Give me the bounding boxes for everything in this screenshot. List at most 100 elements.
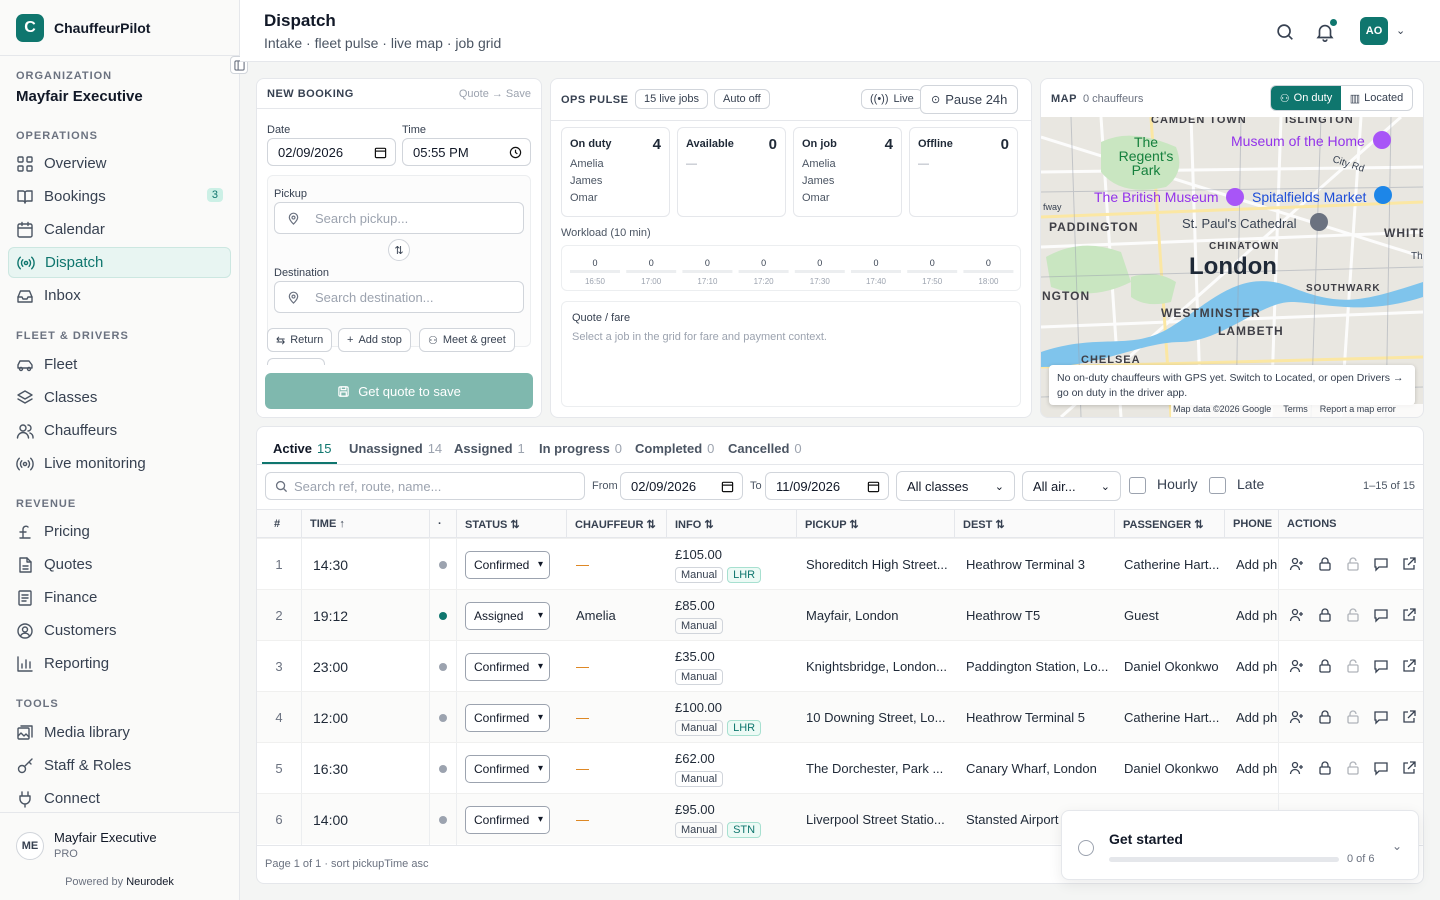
- column-header[interactable]: INFO ⇅: [667, 510, 797, 538]
- chauffeur-cell[interactable]: —: [576, 761, 589, 776]
- add-phone-link[interactable]: Add ph: [1225, 743, 1279, 794]
- message-icon[interactable]: [1373, 709, 1389, 725]
- sidebar-item-finance[interactable]: Finance: [8, 582, 231, 613]
- external-link-icon[interactable]: [1401, 607, 1417, 623]
- sidebar-item-inbox[interactable]: Inbox: [8, 280, 231, 311]
- external-link-icon[interactable]: [1401, 709, 1417, 725]
- add-phone-link[interactable]: Add ph: [1225, 641, 1279, 692]
- swap-icon[interactable]: ⇅: [388, 239, 410, 261]
- live-jobs-chip[interactable]: 15 live jobs: [635, 89, 709, 109]
- lock-icon[interactable]: [1317, 709, 1333, 725]
- org-name[interactable]: Mayfair Executive: [16, 88, 143, 105]
- tab-unassigned[interactable]: Unassigned 14: [349, 441, 442, 456]
- meet-greet-chip[interactable]: ⚇ Meet & greet: [419, 328, 515, 352]
- flight-chip[interactable]: [267, 358, 325, 366]
- message-icon[interactable]: [1373, 556, 1389, 572]
- assign-driver-icon[interactable]: [1289, 556, 1305, 572]
- sidebar-item-reporting[interactable]: Reporting: [8, 648, 231, 679]
- lock-icon[interactable]: [1317, 658, 1333, 674]
- sidebar-item-pricing[interactable]: Pricing: [8, 516, 231, 547]
- stat-offline[interactable]: Offline 0 —: [909, 127, 1018, 217]
- sidebar-item-classes[interactable]: Classes: [8, 382, 231, 413]
- time-input[interactable]: 05:55 PM: [402, 138, 531, 166]
- column-header[interactable]: CHAUFFEUR ⇅: [567, 510, 667, 538]
- on-duty-tab[interactable]: ⚇ On duty: [1271, 86, 1341, 110]
- pause-button[interactable]: ⊙ Pause 24h: [920, 85, 1019, 114]
- chevron-down-icon[interactable]: ⌄: [1392, 839, 1403, 853]
- assign-driver-icon[interactable]: [1289, 658, 1305, 674]
- external-link-icon[interactable]: [1401, 760, 1417, 776]
- assign-driver-icon[interactable]: [1289, 607, 1305, 623]
- class-filter-select[interactable]: All classes ⌄: [896, 471, 1015, 501]
- airport-filter-select[interactable]: All air... ⌄: [1022, 471, 1121, 501]
- status-select[interactable]: Confirmed ▾: [465, 805, 550, 834]
- destination-input[interactable]: Search destination...: [274, 281, 524, 313]
- search-icon[interactable]: [1274, 21, 1296, 43]
- external-link-icon[interactable]: [1401, 658, 1417, 674]
- tab-completed[interactable]: Completed 0: [635, 441, 714, 456]
- stat-on-duty[interactable]: On duty 4 Amelia James Omar: [561, 127, 670, 217]
- add-phone-link[interactable]: Add ph: [1225, 539, 1279, 590]
- column-header[interactable]: STATUS ⇅: [457, 510, 567, 538]
- stat-available[interactable]: Available 0 —: [677, 127, 786, 217]
- unlock-icon[interactable]: [1345, 658, 1361, 674]
- chauffeur-cell[interactable]: —: [576, 812, 589, 827]
- to-date-input[interactable]: 11/09/2026: [765, 472, 889, 500]
- external-link-icon[interactable]: [1401, 556, 1417, 572]
- chauffeur-cell[interactable]: Amelia: [576, 608, 616, 623]
- grid-search-input[interactable]: Search ref, route, name...: [265, 472, 585, 500]
- account-footer[interactable]: ME Mayfair Executive PRO Powered by Neur…: [0, 812, 239, 900]
- get-started-widget[interactable]: Get started 0 of 6 ⌄: [1061, 810, 1419, 880]
- column-header[interactable]: TIME ↑: [302, 510, 430, 538]
- bell-icon[interactable]: [1314, 21, 1336, 43]
- brand[interactable]: C ChauffeurPilot: [0, 0, 239, 56]
- tab-in-progress[interactable]: In progress 0: [539, 441, 622, 456]
- add-stop-chip[interactable]: + Add stop: [338, 328, 411, 352]
- date-input[interactable]: 02/09/2026: [267, 138, 396, 166]
- lock-icon[interactable]: [1317, 760, 1333, 776]
- sidebar-item-staff-roles[interactable]: Staff & Roles: [8, 750, 231, 781]
- user-avatar[interactable]: AO: [1360, 17, 1388, 45]
- assign-driver-icon[interactable]: [1289, 760, 1305, 776]
- map-view[interactable]: CAMDEN TOWN ISLINGTON The Regent's Park …: [1041, 117, 1423, 417]
- table-row[interactable]: 5 16:30 Confirmed ▾ — £62.00 Manual The Dorches…: [257, 742, 1423, 794]
- lock-icon[interactable]: [1317, 607, 1333, 623]
- status-select[interactable]: Assigned ▾: [465, 601, 550, 630]
- status-select[interactable]: Confirmed ▾: [465, 754, 550, 783]
- add-phone-link[interactable]: Add ph: [1225, 692, 1279, 743]
- table-row[interactable]: 3 23:00 Confirmed ▾ — £35.00 Manual Knightsbrid…: [257, 640, 1423, 692]
- located-tab[interactable]: ▥ Located: [1341, 86, 1412, 110]
- sidebar-item-overview[interactable]: Overview: [8, 148, 231, 179]
- chauffeur-cell[interactable]: —: [576, 710, 589, 725]
- sidebar-item-chauffeurs[interactable]: Chauffeurs: [8, 415, 231, 446]
- status-select[interactable]: Confirmed ▾: [465, 652, 550, 681]
- hourly-checkbox[interactable]: [1129, 477, 1146, 494]
- unlock-icon[interactable]: [1345, 760, 1361, 776]
- sidebar-item-fleet[interactable]: Fleet: [8, 349, 231, 380]
- lock-icon[interactable]: [1317, 556, 1333, 572]
- add-phone-link[interactable]: Add ph: [1225, 590, 1279, 641]
- chevron-down-icon[interactable]: ⌄: [1396, 25, 1406, 37]
- table-row[interactable]: 1 14:30 Confirmed ▾ — £105.00 Manual LHR Shoredi…: [257, 538, 1423, 590]
- column-header[interactable]: PICKUP ⇅: [797, 510, 955, 538]
- from-date-input[interactable]: 02/09/2026: [620, 472, 743, 500]
- column-header[interactable]: DEST ⇅: [955, 510, 1115, 538]
- message-icon[interactable]: [1373, 658, 1389, 674]
- column-header[interactable]: PASSENGER ⇅: [1115, 510, 1225, 538]
- late-checkbox[interactable]: [1209, 477, 1226, 494]
- auto-dispatch-chip[interactable]: Auto off: [714, 89, 770, 109]
- map-terms-link[interactable]: Terms: [1283, 404, 1308, 414]
- message-icon[interactable]: [1373, 760, 1389, 776]
- table-row[interactable]: 2 19:12 Assigned ▾ Amelia £85.00 Manual Mayfair…: [257, 589, 1423, 641]
- unlock-icon[interactable]: [1345, 556, 1361, 572]
- tab-cancelled[interactable]: Cancelled 0: [728, 441, 802, 456]
- sidebar-item-media-library[interactable]: Media library: [8, 717, 231, 748]
- sidebar-item-customers[interactable]: Customers: [8, 615, 231, 646]
- message-icon[interactable]: [1373, 607, 1389, 623]
- get-quote-button[interactable]: Get quote to save: [265, 373, 533, 409]
- sidebar-item-bookings[interactable]: Bookings 3: [8, 181, 231, 212]
- assign-driver-icon[interactable]: [1289, 709, 1305, 725]
- stat-on-job[interactable]: On job 4 Amelia James Omar: [793, 127, 902, 217]
- return-chip[interactable]: ⇆ Return: [267, 328, 333, 352]
- status-select[interactable]: Confirmed ▾: [465, 550, 550, 579]
